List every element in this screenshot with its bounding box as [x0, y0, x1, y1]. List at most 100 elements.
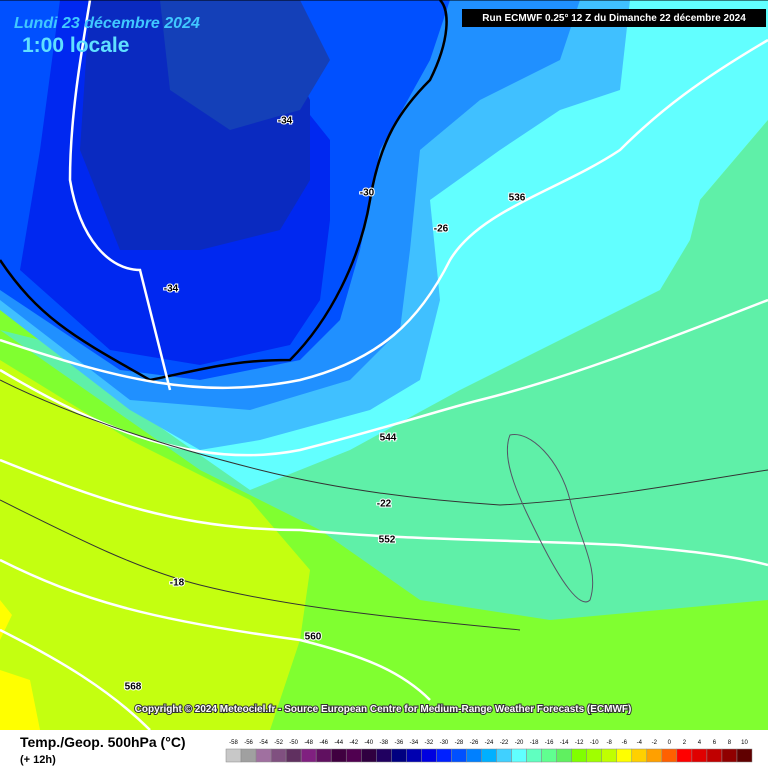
scale-swatch [345, 748, 362, 763]
scale-swatch [631, 748, 648, 763]
copyright: Copyright © 2024 Meteociel.fr - Source E… [135, 704, 632, 715]
scale-label: -58 [229, 740, 238, 746]
scale-swatch [571, 748, 587, 763]
scale-swatch [586, 748, 602, 763]
scale-swatch [436, 748, 452, 763]
isotherm-line [0, 499, 521, 631]
scale-label: -26 [470, 740, 479, 746]
scale-label: -34 [410, 740, 419, 746]
scale-label: -46 [319, 740, 328, 746]
scale-label: -6 [622, 740, 628, 746]
scale-label: -18 [530, 740, 539, 746]
scale-swatch [616, 748, 633, 763]
island-outline [506, 433, 594, 603]
scale-label: -48 [304, 740, 313, 746]
scale-swatch [556, 748, 572, 763]
map-time: 1:00 locale [22, 34, 129, 57]
scale-swatch [376, 748, 392, 763]
scale-swatch [270, 748, 287, 763]
scale-swatch [315, 748, 332, 763]
scale-swatch [526, 748, 542, 763]
geopotential-line [0, 628, 151, 731]
geopotential-line [68, 0, 172, 391]
field-band [0, 360, 310, 730]
scale-swatch [736, 748, 753, 763]
scale-label: -28 [455, 740, 464, 746]
scale-swatch [676, 748, 693, 763]
scale-label: -32 [425, 740, 434, 746]
scale-label: -4 [637, 740, 643, 746]
isotherm-line [0, 379, 768, 506]
scale-swatch [706, 748, 723, 763]
scale-label: -16 [545, 740, 554, 746]
scale-swatch [466, 748, 482, 763]
map [0, 0, 768, 731]
contour-label: -30 [360, 188, 375, 199]
scale-swatch [391, 748, 407, 763]
scale-swatch [285, 748, 302, 763]
scale-swatch [541, 748, 557, 763]
scale-label: -22 [500, 740, 509, 746]
contour-label: -26 [434, 224, 449, 235]
run-box [462, 9, 766, 27]
contour-label: 552 [379, 535, 396, 546]
scale-swatch [300, 748, 317, 763]
scale-label: -14 [560, 740, 569, 746]
geopotential-line [0, 38, 768, 390]
scale-label: 8 [728, 740, 732, 746]
contour-label: -34 [164, 284, 179, 295]
scale-label: 6 [713, 740, 717, 746]
scale-label: -2 [652, 740, 658, 746]
contour-label: -34 [278, 116, 293, 127]
scale-swatch [255, 748, 272, 763]
scale-swatch [421, 748, 437, 763]
contour-label: -18 [170, 578, 185, 589]
contour-label: 544 [380, 433, 397, 444]
legend-title: Temp./Geop. 500hPa (°C) [20, 734, 186, 750]
map-date: Lundi 23 décembre 2024 [14, 15, 200, 32]
scale-label: -42 [349, 740, 358, 746]
scale-label: -50 [289, 740, 298, 746]
scale-swatch [691, 748, 708, 763]
geopotential-line [0, 458, 768, 567]
run-label: Run ECMWF 0.25° 12 Z du Dimanche 22 déce… [482, 13, 746, 24]
scale-label: 10 [741, 740, 748, 746]
scale-label: -24 [485, 740, 494, 746]
scale-label: -8 [607, 740, 613, 746]
scale-label: -36 [394, 740, 403, 746]
scale-swatch [496, 748, 512, 763]
color-scale: -58 -56 -54 -52 -50 -48 -46 -44 -42 -40 -38 -36 -34-… [225, 740, 753, 763]
scale-label: -10 [590, 740, 599, 746]
scale-label: -52 [274, 740, 283, 746]
scale-swatch [240, 748, 257, 763]
scale-swatch [451, 748, 467, 763]
contour-label: -22 [377, 499, 392, 510]
contour-label: 568 [125, 682, 142, 693]
scale-label: -44 [334, 740, 343, 746]
scale-label: -54 [259, 740, 268, 746]
scale-swatch [721, 748, 738, 763]
scale-swatch [406, 748, 422, 763]
field-band [0, 670, 40, 730]
contour-label: 536 [509, 193, 526, 204]
field-band [0, 600, 12, 640]
scale-swatch [481, 748, 497, 763]
geopotential-line [0, 558, 431, 701]
scale-swatch [661, 748, 678, 763]
scale-label: -38 [379, 740, 388, 746]
scale-label: 2 [683, 740, 687, 746]
legend-step: (+ 12h) [20, 754, 56, 766]
scale-swatch [511, 748, 527, 763]
scale-label: 0 [668, 740, 672, 746]
field-band [160, 0, 330, 130]
scale-label: -12 [575, 740, 584, 746]
scale-label: -30 [440, 740, 449, 746]
scale-label: -20 [515, 740, 524, 746]
scale-swatch [225, 748, 242, 763]
scale-label: -56 [244, 740, 253, 746]
scale-swatch [601, 748, 617, 763]
scale-label: -40 [364, 740, 373, 746]
scale-label: 4 [698, 740, 702, 746]
scale-swatch [646, 748, 663, 763]
